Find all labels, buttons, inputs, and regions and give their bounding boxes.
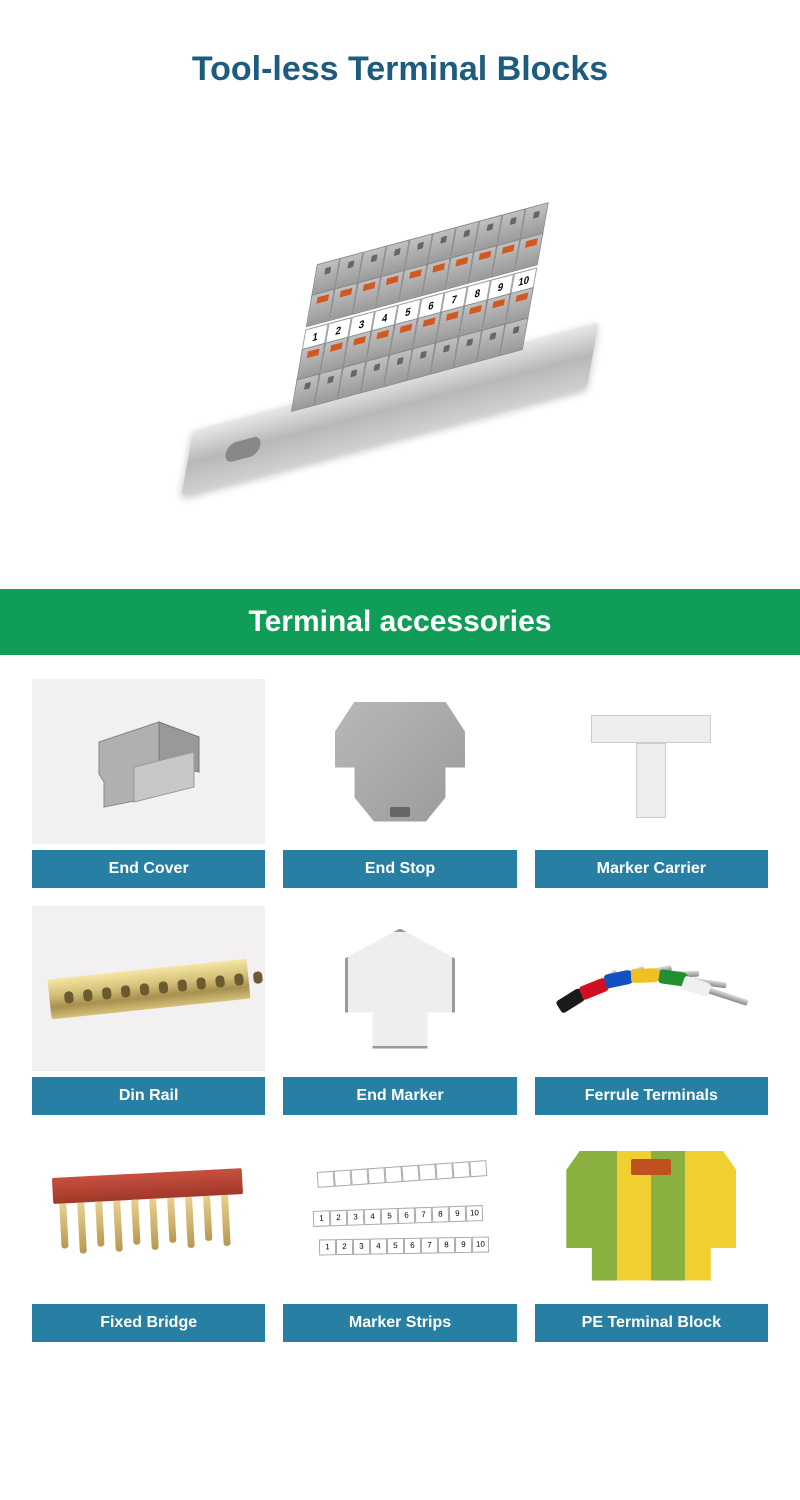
section-header: Terminal accessories [0,589,800,655]
accessory-label: End Cover [32,850,265,888]
accessory-label: Marker Carrier [535,850,768,888]
accessory-label: End Marker [283,1077,516,1115]
accessory-image-pe-terminal-block [535,1133,768,1298]
hero-product-image: 12345678910 [0,119,800,579]
accessory-item-end-stop[interactable]: End Stop [283,679,516,888]
accessory-image-marker-carrier [535,679,768,844]
accessory-item-end-marker[interactable]: End Marker [283,906,516,1115]
accessory-image-end-marker [283,906,516,1071]
accessory-image-ferrule-terminals [535,906,768,1071]
accessory-item-din-rail[interactable]: Din Rail [32,906,265,1115]
accessory-item-ferrule-terminals[interactable]: Ferrule Terminals [535,906,768,1115]
accessory-item-end-cover[interactable]: End Cover [32,679,265,888]
accessory-label: Fixed Bridge [32,1304,265,1342]
accessories-grid: End Cover End Stop Marker Carrier Din Rail E… [0,655,800,1382]
accessory-label: Ferrule Terminals [535,1077,768,1115]
accessory-item-marker-strips[interactable]: 1234567891012345678910 Marker Strips [283,1133,516,1342]
accessory-label: PE Terminal Block [535,1304,768,1342]
accessory-image-end-stop [283,679,516,844]
accessory-label: Din Rail [32,1077,265,1115]
accessory-item-fixed-bridge[interactable]: Fixed Bridge [32,1133,265,1342]
accessory-image-fixed-bridge [32,1133,265,1298]
accessory-label: End Stop [283,850,516,888]
accessory-item-marker-carrier[interactable]: Marker Carrier [535,679,768,888]
accessory-image-marker-strips: 1234567891012345678910 [283,1133,516,1298]
accessory-label: Marker Strips [283,1304,516,1342]
page-title: Tool-less Terminal Blocks [0,0,800,119]
accessory-image-din-rail [32,906,265,1071]
accessory-item-pe-terminal-block[interactable]: PE Terminal Block [535,1133,768,1342]
accessory-image-end-cover [32,679,265,844]
